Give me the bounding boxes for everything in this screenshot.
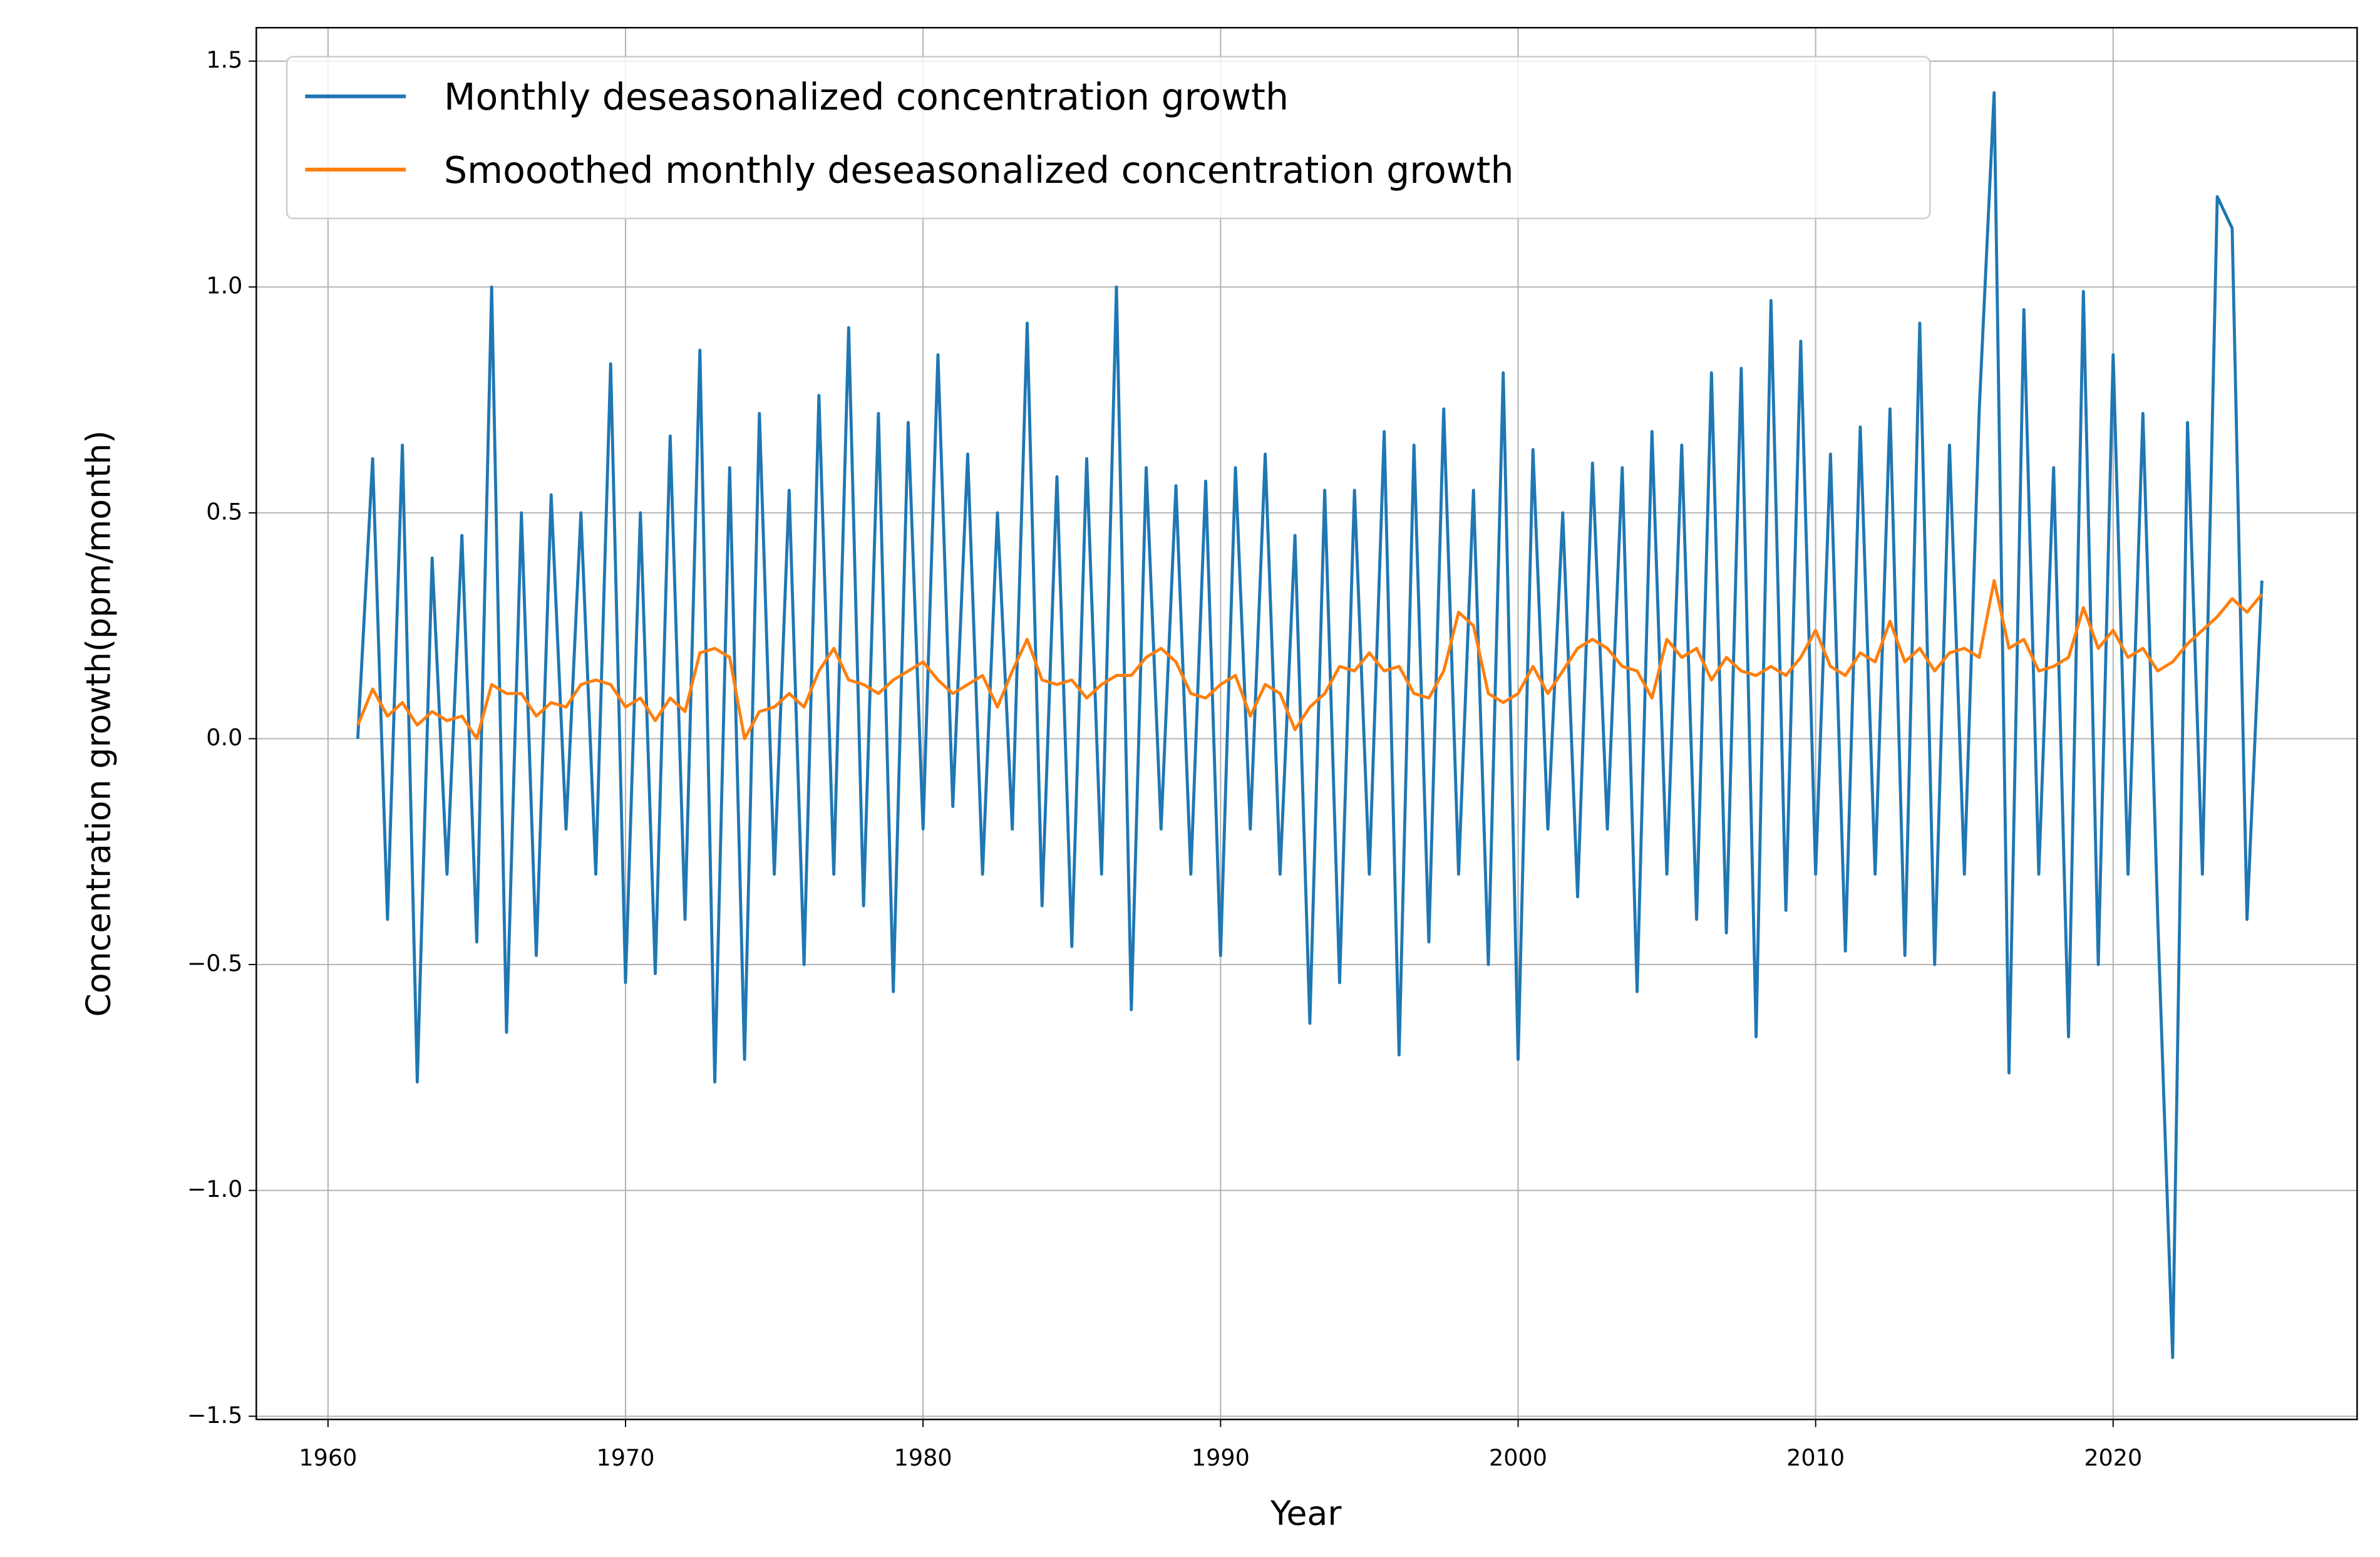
x-tick-label: 1990 — [1192, 1444, 1250, 1471]
legend: Monthly deseasonalized concentration gro… — [286, 56, 1931, 220]
y-tick-label: 0.0 — [206, 724, 242, 751]
y-tick-label: 1.5 — [206, 46, 242, 73]
x-tick-label: 2020 — [2084, 1444, 2142, 1471]
y-tick-label: −1.5 — [187, 1402, 243, 1429]
x-tick-label: 1980 — [894, 1444, 952, 1471]
legend-label: Smooothed monthly deseasonalized concent… — [444, 149, 1514, 192]
x-axis-label: Year — [1270, 1493, 1342, 1533]
x-tick-label: 1970 — [597, 1444, 655, 1471]
x-tick-label: 1960 — [299, 1444, 357, 1471]
y-tick-label: −1.0 — [187, 1176, 243, 1203]
x-tick-label: 2000 — [1489, 1444, 1547, 1471]
legend-label: Monthly deseasonalized concentration gro… — [444, 76, 1289, 118]
data-line — [356, 91, 2264, 1359]
y-tick-label: 1.0 — [206, 272, 242, 299]
y-tick-label: −0.5 — [187, 950, 243, 977]
y-axis-label: Concentration growth(ppm/month) — [78, 430, 118, 1017]
x-tick-label: 2010 — [1786, 1444, 1845, 1471]
plot-frame — [255, 27, 2358, 1420]
legend-box — [286, 56, 1931, 220]
data-line — [356, 579, 2264, 740]
y-tick-label: 0.5 — [206, 498, 242, 525]
